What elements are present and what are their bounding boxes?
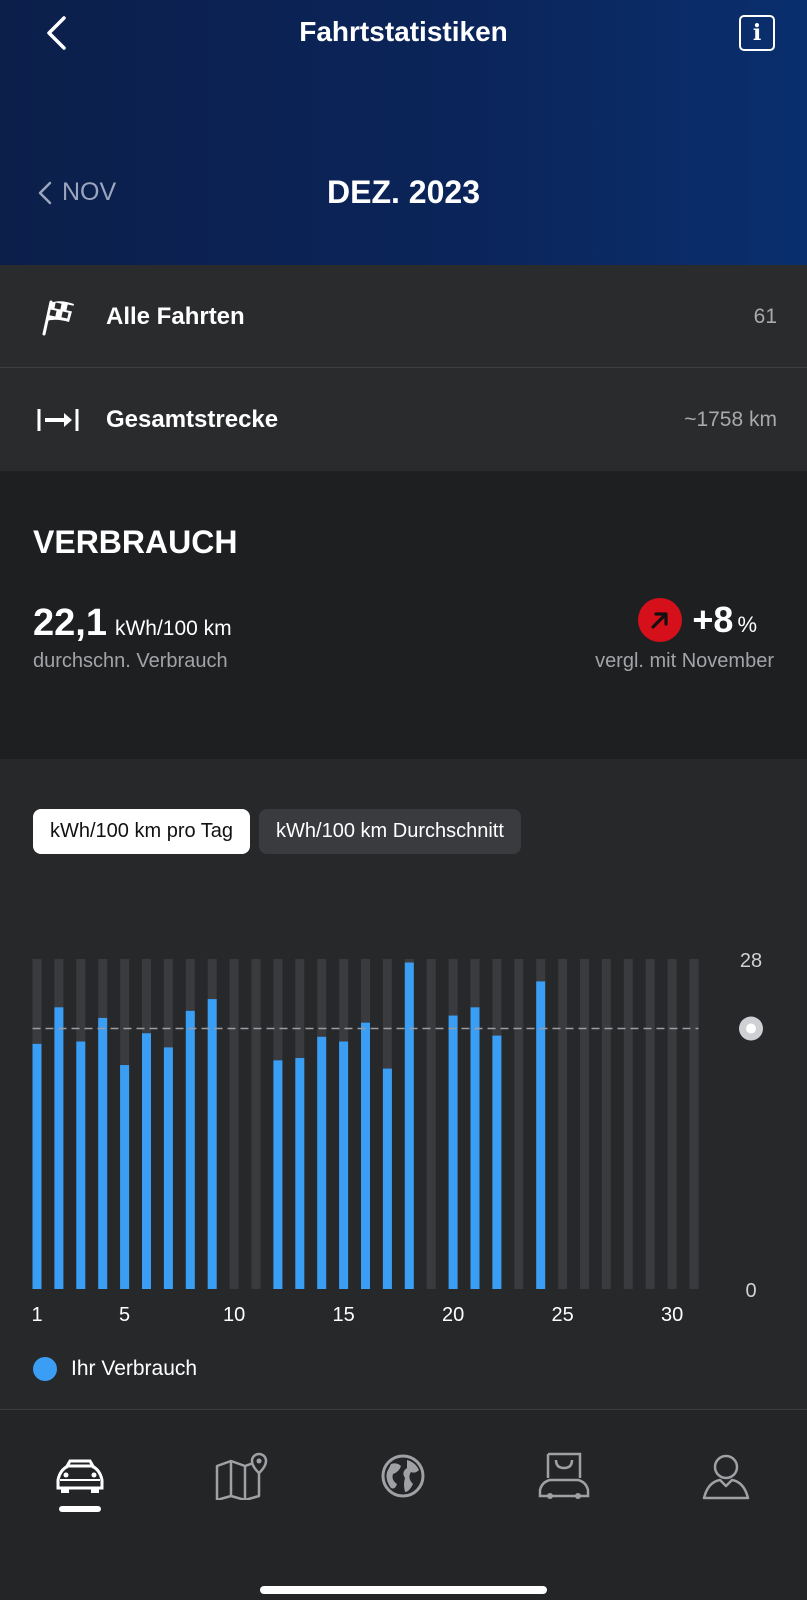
nav-map[interactable] — [201, 1446, 281, 1506]
page-title: Fahrtstatistiken — [299, 16, 508, 47]
all-trips-value: 61 — [753, 304, 777, 328]
chart-bar — [98, 1017, 108, 1289]
chart-bar — [448, 1015, 458, 1289]
legend-dot — [33, 1357, 57, 1381]
month-title: DEZ. 2023 — [327, 174, 480, 210]
x-tick-label: 15 — [332, 1304, 354, 1326]
total-distance-label: Gesamtstrecke — [106, 405, 279, 433]
chart-bar — [163, 1047, 173, 1289]
x-tick-label: 10 — [223, 1304, 245, 1326]
chart-track — [426, 959, 436, 1289]
chevron-left-icon — [38, 181, 52, 204]
chart-track — [580, 959, 589, 1289]
total-distance-row[interactable]: Gesamtstrecke ~1758 km — [0, 368, 807, 471]
chart-bar — [295, 1058, 305, 1289]
x-tick-label: 25 — [551, 1304, 573, 1326]
x-tick-label: 5 — [119, 1304, 130, 1326]
chart-legend: Ihr Verbrauch — [33, 1357, 197, 1381]
checkered-flag-icon — [42, 300, 74, 335]
shop-car-icon — [538, 1452, 590, 1499]
chart-bar — [207, 999, 217, 1289]
chart-bar — [120, 1065, 130, 1289]
x-tick-label: 30 — [661, 1304, 683, 1326]
chart-track — [514, 959, 524, 1289]
car-icon — [56, 1459, 104, 1493]
chart-track — [558, 959, 568, 1289]
chart-track — [689, 959, 699, 1289]
back-button[interactable] — [36, 10, 76, 56]
compare-label: vergl. mit November — [595, 650, 774, 672]
chart-bar — [54, 1007, 64, 1289]
tab-per-day[interactable]: kWh/100 km pro Tag — [33, 809, 251, 854]
bottom-nav — [0, 1409, 807, 1600]
chart-bar — [142, 1033, 151, 1289]
nav-profile[interactable] — [686, 1446, 766, 1506]
active-tab-indicator — [59, 1506, 101, 1512]
consumption-change: +8% — [638, 598, 757, 642]
change-value: +8 — [692, 599, 734, 640]
all-trips-row[interactable]: Alle Fahrten 61 — [0, 265, 807, 368]
chart-bar — [185, 1010, 195, 1289]
chart-track — [645, 959, 655, 1289]
distance-arrow-icon — [37, 408, 79, 431]
chart-bar — [317, 1036, 327, 1289]
chart-bar — [76, 1041, 86, 1289]
y-tick-label: 0 — [745, 1280, 756, 1302]
divider — [0, 367, 807, 368]
consumption-unit: kWh/100 km — [114, 617, 232, 640]
consumption-summary: VERBRAUCH 22,1 kWh/100 km durchschn. Ver… — [0, 472, 807, 759]
consumption-number: 22,1 — [33, 602, 107, 644]
chart-track — [251, 959, 261, 1289]
total-distance-value: ~1758 km — [684, 407, 777, 431]
nav-car[interactable] — [40, 1446, 120, 1506]
info-button[interactable]: i — [739, 15, 775, 51]
chart-bar — [536, 981, 546, 1289]
change-unit: % — [737, 612, 757, 637]
nav-shop[interactable] — [524, 1446, 604, 1506]
globe-icon — [381, 1454, 425, 1498]
chart-section: kWh/100 km pro Tag kWh/100 km Durchschni… — [0, 759, 807, 1409]
home-indicator — [260, 1586, 547, 1594]
chart-tabs: kWh/100 km pro Tag kWh/100 km Durchschni… — [33, 809, 521, 854]
trend-up-icon — [638, 598, 683, 642]
chart-bar — [361, 1022, 370, 1289]
chart-track — [623, 959, 633, 1289]
chart-track — [229, 959, 239, 1289]
chart-bar — [470, 1007, 480, 1289]
legend-label: Ihr Verbrauch — [71, 1357, 198, 1380]
chart-bar — [404, 962, 414, 1289]
x-tick-label: 20 — [442, 1304, 464, 1326]
map-pin-icon — [215, 1452, 268, 1500]
chart-bar — [382, 1068, 392, 1289]
tab-average[interactable]: kWh/100 km Durchschnitt — [259, 809, 521, 854]
header: Fahrtstatistiken i NOV DEZ. 2023 — [0, 0, 807, 265]
profile-icon — [702, 1454, 750, 1500]
chevron-left-icon — [47, 16, 66, 50]
chart-bar — [339, 1041, 349, 1289]
chart-track — [667, 959, 677, 1289]
x-tick-label: 1 — [31, 1304, 42, 1326]
consumption-subtitle: durchschn. Verbrauch — [33, 650, 228, 672]
prev-month-label: NOV — [62, 178, 117, 206]
chart-bar — [273, 1060, 283, 1289]
chart-track — [601, 959, 611, 1289]
consumption-value: 22,1 kWh/100 km — [33, 602, 232, 645]
info-icon: i — [752, 20, 762, 46]
y-tick-label: 28 — [740, 950, 762, 972]
chart-bar — [32, 1043, 42, 1289]
chart-bar — [492, 1035, 502, 1289]
average-marker-dot — [746, 1023, 756, 1034]
consumption-title: VERBRAUCH — [33, 524, 238, 560]
prev-month-button[interactable]: NOV — [38, 178, 116, 207]
nav-globe[interactable] — [363, 1446, 443, 1506]
all-trips-label: Alle Fahrten — [106, 302, 245, 330]
